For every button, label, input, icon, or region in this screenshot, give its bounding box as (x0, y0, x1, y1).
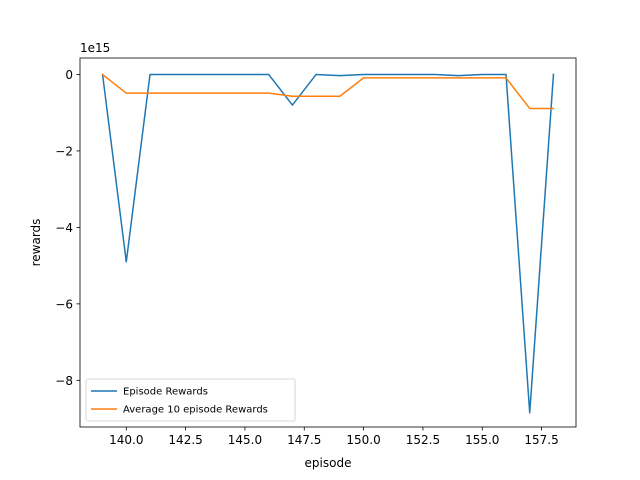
legend-label-average-rewards: Average 10 episode Rewards (123, 405, 268, 416)
x-tick-label: 145.0 (228, 433, 262, 447)
x-tick-label: 155.0 (465, 433, 499, 447)
y-tick-label: −4 (55, 221, 73, 235)
y-tick-label: 0 (65, 68, 73, 82)
x-tick-label: 150.0 (346, 433, 380, 447)
x-tick-label: 147.5 (287, 433, 321, 447)
x-tick-label: 152.5 (406, 433, 440, 447)
y-tick-label: −8 (55, 374, 73, 388)
x-tick-label: 140.0 (109, 433, 143, 447)
y-tick-label: −6 (55, 297, 73, 311)
y-tick-label: −2 (55, 144, 73, 158)
legend-box (85, 378, 296, 422)
x-axis-label: episode (305, 456, 352, 470)
legend-label-episode-rewards: Episode Rewards (123, 387, 208, 398)
legend: Episode Rewards Average 10 episode Rewar… (85, 378, 296, 422)
y-axis: 0 −2 −4 −6 −8 (55, 68, 80, 388)
x-tick-label: 142.5 (168, 433, 202, 447)
plot-area (80, 58, 576, 427)
series-line-episode-rewards (101, 73, 555, 414)
x-axis: 140.0 142.5 145.0 147.5 150.0 152.5 155.0 157.5 (109, 427, 559, 447)
series-lines (101, 73, 555, 414)
y-axis-label: rewards (29, 219, 43, 267)
x-tick-label: 157.5 (524, 433, 558, 447)
plot-frame (79, 57, 577, 428)
series-line-average-rewards (101, 73, 555, 110)
y-offset-label: 1e15 (80, 41, 110, 55)
